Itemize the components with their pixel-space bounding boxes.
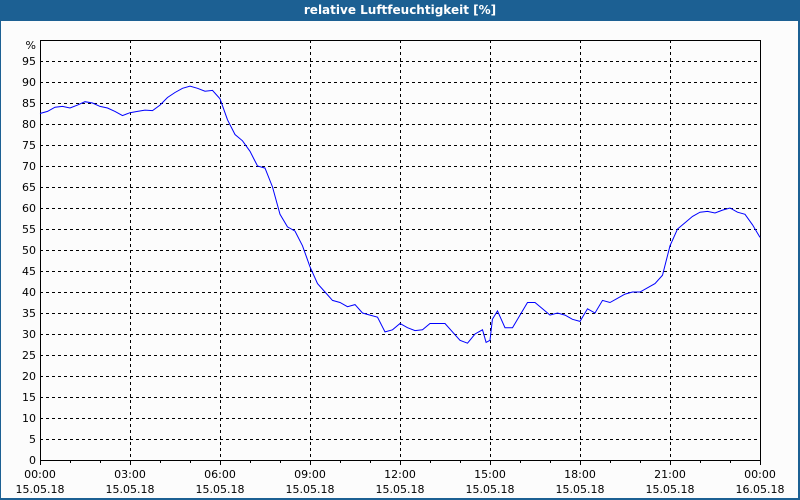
y-tick-label: 10 [22,412,36,425]
x-tick-date: 15.05.18 [466,483,515,496]
y-tick-label: 85 [22,97,36,110]
x-tick-time: 09:00 [294,468,326,481]
y-tick-label: 75 [22,139,36,152]
y-tick-label: 0 [29,454,36,467]
x-tick-date: 15.05.18 [106,483,155,496]
y-tick-label: 30 [22,328,36,341]
x-tick-date: 15.05.18 [646,483,695,496]
x-tick-time: 06:00 [204,468,236,481]
x-tick-date: 15.05.18 [376,483,425,496]
y-tick-label: 90 [22,76,36,89]
y-axis-unit-label: % [26,39,36,52]
x-tick-date: 16.05.18 [736,483,785,496]
x-tick-date: 15.05.18 [16,483,65,496]
humidity-series-line [39,85,761,344]
y-tick-label: 20 [22,370,36,383]
y-tick-label: 95 [22,55,36,68]
x-tick-time: 00:00 [24,468,56,481]
x-tick-time: 12:00 [384,468,416,481]
chart-title: relative Luftfeuchtigkeit [%] [0,0,800,20]
x-tick-time: 21:00 [654,468,686,481]
y-tick-label: 35 [22,307,36,320]
y-tick-label: 40 [22,286,36,299]
y-tick-label: 25 [22,349,36,362]
x-tick-time: 03:00 [114,468,146,481]
y-tick-label: 50 [22,244,36,257]
x-tick-date: 15.05.18 [286,483,335,496]
x-tick-date: 15.05.18 [196,483,245,496]
y-tick-label: 60 [22,202,36,215]
y-tick-label: 5 [29,433,36,446]
x-tick-time: 18:00 [564,468,596,481]
y-tick-label: 55 [22,223,36,236]
y-tick-label: 70 [22,160,36,173]
x-tick-time: 15:00 [474,468,506,481]
y-tick-label: 65 [22,181,36,194]
y-tick-label: 80 [22,118,36,131]
y-tick-label: 15 [22,391,36,404]
y-tick-label: 45 [22,265,36,278]
x-tick-date: 15.05.18 [556,483,605,496]
x-tick-time: 00:00 [744,468,776,481]
